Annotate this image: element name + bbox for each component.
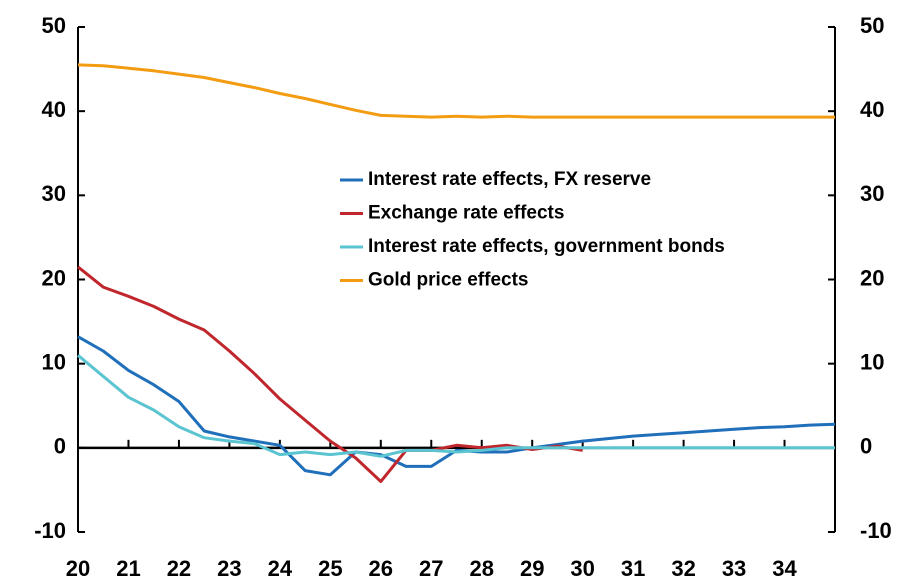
- x-tick-label: 32: [671, 556, 695, 581]
- legend-label: Gold price effects: [368, 270, 529, 291]
- x-tick-label: 28: [469, 556, 493, 581]
- legend-box: [325, 162, 795, 297]
- y2-tick-label: 0: [860, 434, 872, 459]
- y-tick-label: 50: [42, 13, 66, 38]
- y-tick-label: -10: [34, 518, 66, 543]
- y-tick-label: 30: [42, 181, 66, 206]
- series-line: [77, 265, 583, 483]
- y2-tick-label: 10: [860, 349, 884, 374]
- y-tick-label: 20: [42, 265, 66, 290]
- legend: Interest rate effects, FX reserve Exchang…: [325, 162, 795, 297]
- x-tick-label: 24: [268, 556, 293, 581]
- legend-label: Interest rate effects, FX reserve: [368, 169, 651, 190]
- x-tick-label: 26: [369, 556, 393, 581]
- y-tick-label: 40: [42, 97, 66, 122]
- x-tick-label: 22: [167, 556, 191, 581]
- y2-tick-label: -10: [860, 518, 892, 543]
- y2-tick-label: 30: [860, 181, 884, 206]
- x-tick-label: 21: [116, 556, 140, 581]
- legend-label: Interest rate effects, government bonds: [368, 236, 725, 257]
- y2-tick-label: 20: [860, 265, 884, 290]
- x-tick-label: 27: [419, 556, 443, 581]
- x-tick-label: 33: [722, 556, 746, 581]
- y-tick-label: 10: [42, 349, 66, 374]
- x-tick-label: 29: [520, 556, 544, 581]
- x-tick-label: 23: [217, 556, 241, 581]
- series-line: [77, 354, 835, 458]
- x-tick-label: 31: [621, 556, 645, 581]
- x-tick-label: 20: [66, 556, 90, 581]
- x-tick-label: 30: [570, 556, 594, 581]
- y2-tick-label: 40: [860, 97, 884, 122]
- y2-tick-label: 50: [860, 13, 884, 38]
- legend-label: Exchange rate effects: [368, 203, 564, 224]
- x-tick-label: 25: [318, 556, 342, 581]
- y-tick-label: 0: [54, 434, 66, 459]
- series-line: [77, 335, 836, 477]
- series-line: [77, 63, 835, 119]
- x-tick-label: 34: [772, 556, 797, 581]
